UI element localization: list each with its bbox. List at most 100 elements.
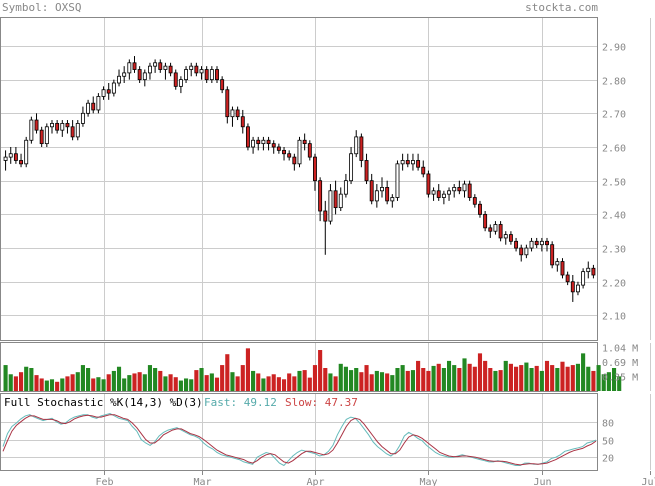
candle-body xyxy=(70,126,75,138)
volume-bar xyxy=(462,358,467,391)
price-tick-label: 2.20 xyxy=(602,279,626,290)
volume-bar xyxy=(421,368,426,391)
slow-value-label: Slow: 47.37 xyxy=(285,396,358,409)
volume-bar xyxy=(581,353,586,391)
candle-body xyxy=(302,139,307,145)
candle-body xyxy=(405,160,410,165)
candle-body xyxy=(545,240,549,246)
volume-bar xyxy=(550,365,555,391)
volume-bar xyxy=(204,375,209,391)
candle-body xyxy=(338,193,343,209)
volume-bar xyxy=(214,377,220,391)
month-label: Jul xyxy=(641,477,655,486)
volume-bar xyxy=(96,377,101,391)
price-tick-label: 2.90 xyxy=(602,43,626,54)
volume-bar xyxy=(395,368,400,391)
candle-body xyxy=(581,271,586,286)
month-label: Jun xyxy=(533,477,551,486)
candle-body xyxy=(369,180,374,202)
volume-bar xyxy=(426,370,431,391)
candle-body xyxy=(467,183,472,198)
candle-body xyxy=(168,65,173,74)
volume-bar xyxy=(127,375,132,391)
volume-bar xyxy=(209,373,214,391)
candle-body xyxy=(220,79,225,91)
candle-body xyxy=(158,62,163,70)
candle-body xyxy=(550,244,555,266)
axis-labels: 2.90 2.80 2.70 2.60 2.50 2.40 2.30 2.20 2.10 Feb M… xyxy=(95,43,655,486)
volume-bar xyxy=(8,374,13,391)
candle-body xyxy=(359,136,364,161)
volume-bar xyxy=(338,363,343,391)
volume-bar xyxy=(452,365,457,391)
candle-body xyxy=(565,274,570,283)
volume-bar xyxy=(591,370,596,391)
candle-body xyxy=(452,187,457,192)
candle-body xyxy=(431,190,436,195)
volume-bar xyxy=(586,366,591,391)
volume-bar xyxy=(534,365,539,391)
volume-bar xyxy=(575,363,581,391)
volume-bar xyxy=(276,377,281,391)
volume-bar xyxy=(349,370,354,391)
candle-body xyxy=(101,89,106,97)
volume-bar xyxy=(18,372,24,391)
volume-bar xyxy=(307,377,312,391)
volume-bar xyxy=(106,374,111,391)
candle-body xyxy=(390,197,395,202)
volume-bar xyxy=(142,374,147,391)
volume-bar xyxy=(544,360,550,391)
candle-body xyxy=(271,143,276,148)
candle-body xyxy=(503,234,508,239)
candle-body xyxy=(44,126,49,145)
candle-body xyxy=(50,123,54,128)
candle-body xyxy=(385,187,390,202)
candle-body xyxy=(519,247,524,256)
volume-bar xyxy=(3,365,8,391)
volume-bar xyxy=(292,376,297,391)
fast-value-label: Fast: 49.12 xyxy=(204,396,277,409)
volume-bar xyxy=(60,378,65,391)
price-panel-frame xyxy=(0,17,598,341)
volume-bar xyxy=(70,374,75,391)
candle-body xyxy=(555,261,560,266)
candle-body xyxy=(447,190,451,195)
volume-tick-label: 1.04 M xyxy=(602,344,638,355)
candle-body xyxy=(173,72,178,87)
candle-body xyxy=(416,160,421,168)
volume-bar xyxy=(24,366,29,391)
candle-body xyxy=(96,96,101,111)
volume-bar xyxy=(416,360,421,391)
volume-bar xyxy=(601,374,606,391)
candle-body xyxy=(178,79,183,87)
volume-bar xyxy=(488,368,493,391)
candle-body xyxy=(209,69,214,81)
candle-body xyxy=(19,160,23,165)
candle-body xyxy=(323,210,328,222)
volume-bar xyxy=(477,353,483,391)
volume-bar xyxy=(80,365,85,391)
volume-bar xyxy=(86,368,91,391)
volume-bar xyxy=(446,360,452,391)
volume-bar xyxy=(55,381,60,391)
candle-body xyxy=(86,102,91,114)
candle-body xyxy=(426,173,431,195)
candle-body xyxy=(380,187,384,192)
volume-bar xyxy=(34,375,39,391)
volume-bar xyxy=(256,373,261,391)
candle-body xyxy=(462,183,467,192)
candle-body xyxy=(163,65,168,70)
candle-body xyxy=(106,89,111,94)
candle-body xyxy=(75,123,80,138)
candle-body xyxy=(127,62,132,74)
candle-body xyxy=(483,213,488,229)
candle-body xyxy=(251,139,256,148)
volume-bar xyxy=(271,374,276,391)
volume-bar xyxy=(116,366,122,391)
volume-bar xyxy=(379,372,385,391)
volume-bar xyxy=(483,360,488,391)
candle-body xyxy=(266,139,271,145)
volume-bar xyxy=(343,366,348,391)
volume-bar xyxy=(189,379,194,391)
